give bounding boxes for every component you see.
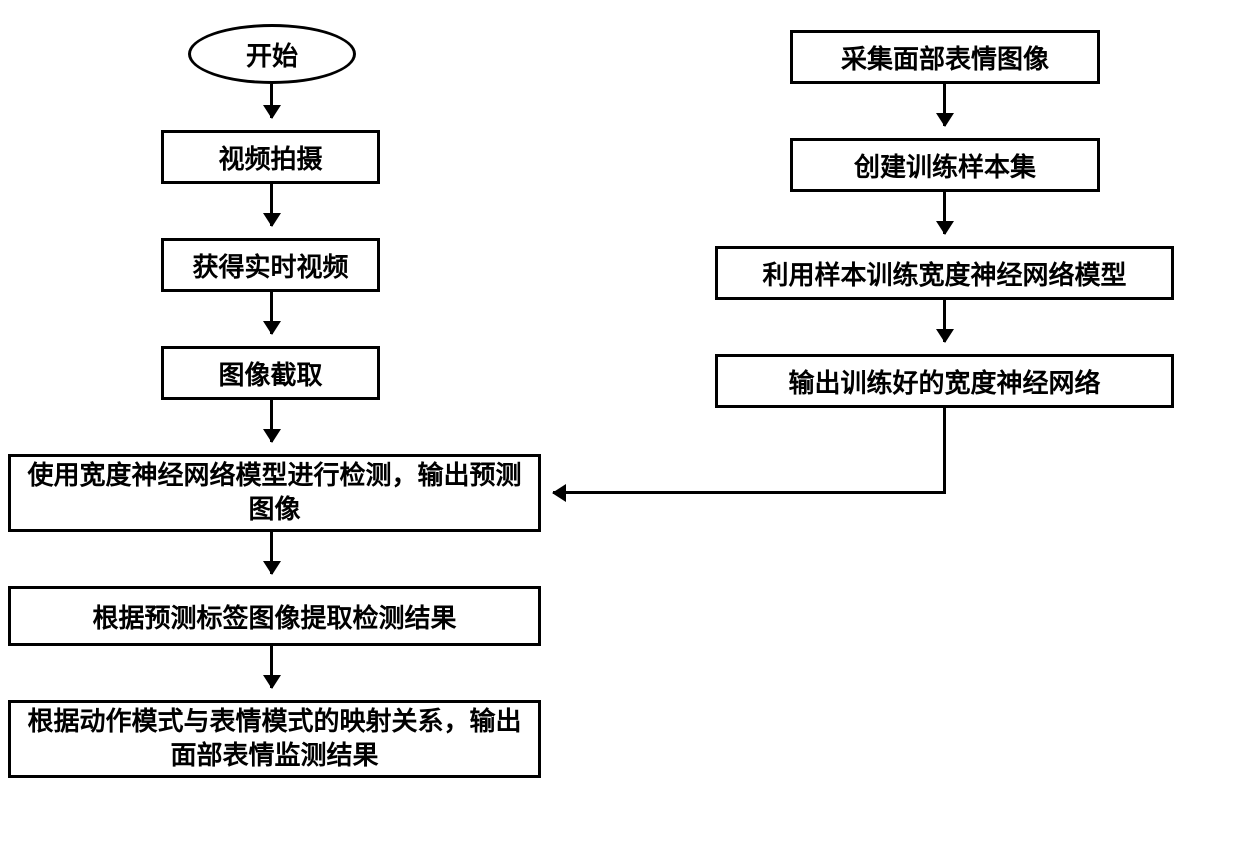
box-realtime-video: 获得实时视频: [161, 238, 380, 292]
box-image-crop: 图像截取: [161, 346, 380, 400]
label-realtime-video: 获得实时视频: [192, 247, 348, 284]
arrow-create-to-train: [943, 192, 946, 234]
label-train-nn: 利用样本训练宽度神经网络模型: [762, 255, 1126, 292]
connector-vertical: [943, 408, 946, 493]
arrow-detect-to-extract: [270, 532, 273, 574]
arrow-video-to-realtime: [270, 184, 273, 226]
start-node: 开始: [188, 24, 356, 84]
box-create-samples: 创建训练样本集: [790, 138, 1100, 192]
start-label: 开始: [246, 36, 298, 73]
label-nn-detect: 使用宽度神经网络模型进行检测，输出预测图像: [19, 459, 530, 527]
box-video-capture: 视频拍摄: [161, 130, 380, 184]
connector-horizontal: [553, 491, 946, 494]
box-collect-face: 采集面部表情图像: [790, 30, 1100, 84]
label-image-crop: 图像截取: [218, 355, 322, 392]
arrow-realtime-to-crop: [270, 292, 273, 334]
arrow-start-to-video: [270, 84, 273, 118]
label-collect-face: 采集面部表情图像: [841, 39, 1049, 76]
label-create-samples: 创建训练样本集: [854, 147, 1036, 184]
arrow-extract-to-output: [270, 646, 273, 688]
box-extract-result: 根据预测标签图像提取检测结果: [8, 586, 541, 646]
box-output-result: 根据动作模式与表情模式的映射关系，输出面部表情监测结果: [8, 700, 541, 778]
arrow-train-to-output: [943, 300, 946, 342]
box-nn-detect: 使用宽度神经网络模型进行检测，输出预测图像: [8, 454, 541, 532]
label-extract-result: 根据预测标签图像提取检测结果: [92, 598, 456, 635]
arrow-collect-to-create: [943, 84, 946, 126]
arrow-crop-to-detect: [270, 400, 273, 442]
label-output-nn: 输出训练好的宽度神经网络: [788, 363, 1100, 400]
label-output-result: 根据动作模式与表情模式的映射关系，输出面部表情监测结果: [19, 705, 530, 773]
label-video-capture: 视频拍摄: [218, 139, 322, 176]
box-train-nn: 利用样本训练宽度神经网络模型: [715, 246, 1174, 300]
box-output-nn: 输出训练好的宽度神经网络: [715, 354, 1174, 408]
